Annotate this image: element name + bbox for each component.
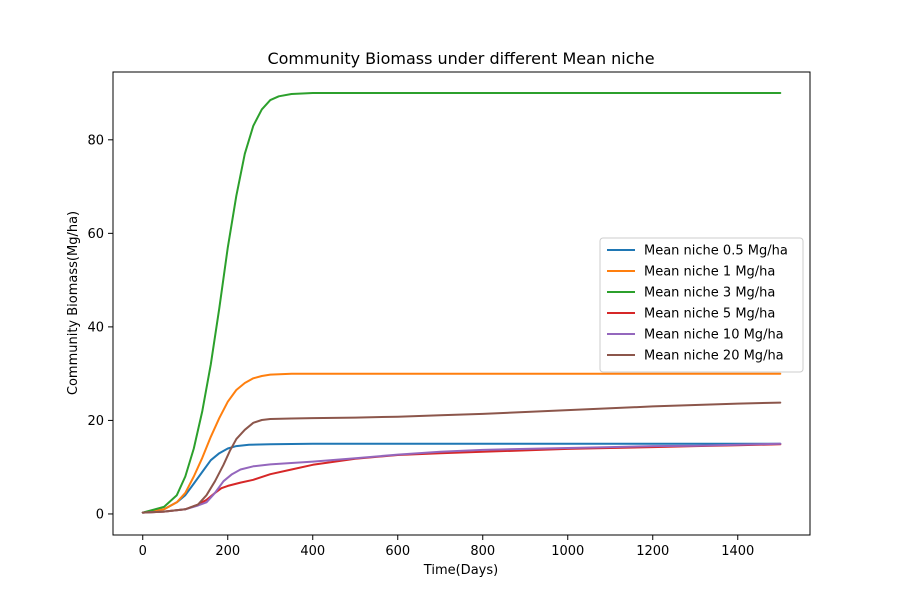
legend-label-6: Mean niche 20 Mg/ha bbox=[644, 349, 784, 364]
legend-label-3: Mean niche 3 Mg/ha bbox=[644, 286, 775, 301]
plot-frame bbox=[112, 71, 811, 536]
series-line-3 bbox=[141, 92, 782, 514]
y-tick-label: 80 bbox=[87, 133, 104, 148]
x-tick-label: 1400 bbox=[721, 544, 754, 559]
legend-label-2: Mean niche 1 Mg/ha bbox=[644, 265, 775, 280]
x-tick-label: 0 bbox=[139, 544, 147, 559]
y-tick-label: 40 bbox=[87, 320, 104, 335]
x-axis: 0 200 400 600 800 1000 1200 1400 bbox=[139, 535, 754, 559]
legend-label-1: Mean niche 0.5 Mg/ha bbox=[644, 244, 788, 259]
series-line-6 bbox=[141, 401, 782, 514]
legend-box bbox=[599, 237, 804, 373]
x-axis-label: Time(Days) bbox=[423, 563, 498, 578]
y-tick-label: 60 bbox=[87, 227, 104, 242]
y-axis: 0 20 40 60 80 bbox=[87, 133, 113, 522]
y-axis-label: Community Biomass(Mg/ha) bbox=[66, 211, 81, 395]
legend-label-4: Mean niche 5 Mg/ha bbox=[644, 307, 775, 322]
x-tick-label: 600 bbox=[385, 544, 410, 559]
x-tick-label: 400 bbox=[300, 544, 325, 559]
series-layer bbox=[141, 92, 782, 514]
y-tick-label: 0 bbox=[96, 507, 104, 522]
x-tick-label: 1000 bbox=[551, 544, 584, 559]
series-line-5 bbox=[141, 442, 782, 514]
legend: Mean niche 0.5 Mg/ha Mean niche 1 Mg/ha Me… bbox=[599, 237, 804, 373]
chart-title: Community Biomass under different Mean n… bbox=[267, 49, 654, 68]
x-tick-label: 200 bbox=[215, 544, 240, 559]
series-line-2 bbox=[141, 372, 782, 514]
x-tick-label: 1200 bbox=[636, 544, 669, 559]
legend-label-5: Mean niche 10 Mg/ha bbox=[644, 328, 784, 343]
y-tick-label: 20 bbox=[87, 414, 104, 429]
x-tick-label: 800 bbox=[470, 544, 495, 559]
